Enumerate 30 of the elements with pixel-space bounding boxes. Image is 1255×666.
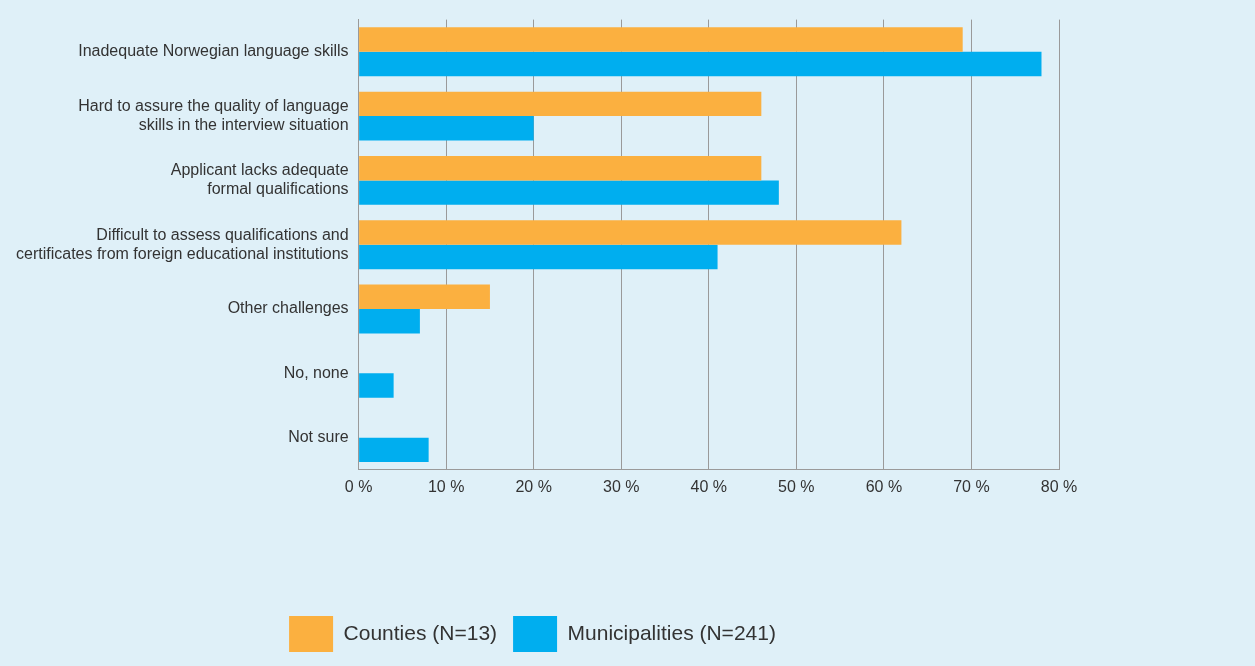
- x-tick-label: 30 %: [603, 477, 640, 495]
- y-tick-label: Hard to assure the quality of language skills in the interview situation: [78, 96, 349, 134]
- legend-label: Municipalities (N=241): [567, 620, 776, 644]
- legend-label: Counties (N=13): [343, 620, 498, 644]
- bar: [359, 437, 429, 463]
- y-tick-label: Inadequate Norwegian language skills: [78, 42, 349, 60]
- bar: [359, 91, 762, 117]
- bar: [359, 284, 490, 310]
- y-tick-label: Other challenges: [227, 299, 349, 317]
- x-tick-label: 20 %: [515, 477, 552, 495]
- x-tick-label: 10 %: [427, 477, 465, 495]
- bar: [359, 51, 1042, 77]
- y-tick-label: Not sure: [288, 428, 349, 446]
- bar: [359, 373, 394, 398]
- x-tick-label: 50 %: [778, 477, 815, 495]
- x-tick-label: 70 %: [953, 477, 990, 495]
- y-tick-label: No, none: [283, 363, 349, 381]
- x-tick-label: 80 %: [1040, 477, 1078, 495]
- bar: [359, 220, 902, 245]
- bar: [359, 180, 779, 205]
- bar: [359, 116, 534, 141]
- bar: [359, 155, 762, 181]
- y-tick-label: Applicant lacks adequate formal qualifications: [170, 161, 349, 198]
- bar: [359, 27, 963, 52]
- y-tick-label: Difficult to assess qualifications and certificates from foreign educational institutions: [16, 225, 349, 262]
- x-tick-label: 0 %: [344, 477, 373, 495]
- x-tick-label: 60 %: [865, 477, 903, 495]
- bar: [359, 309, 420, 334]
- bar: [359, 244, 718, 270]
- x-tick-label: 40 %: [690, 477, 728, 495]
